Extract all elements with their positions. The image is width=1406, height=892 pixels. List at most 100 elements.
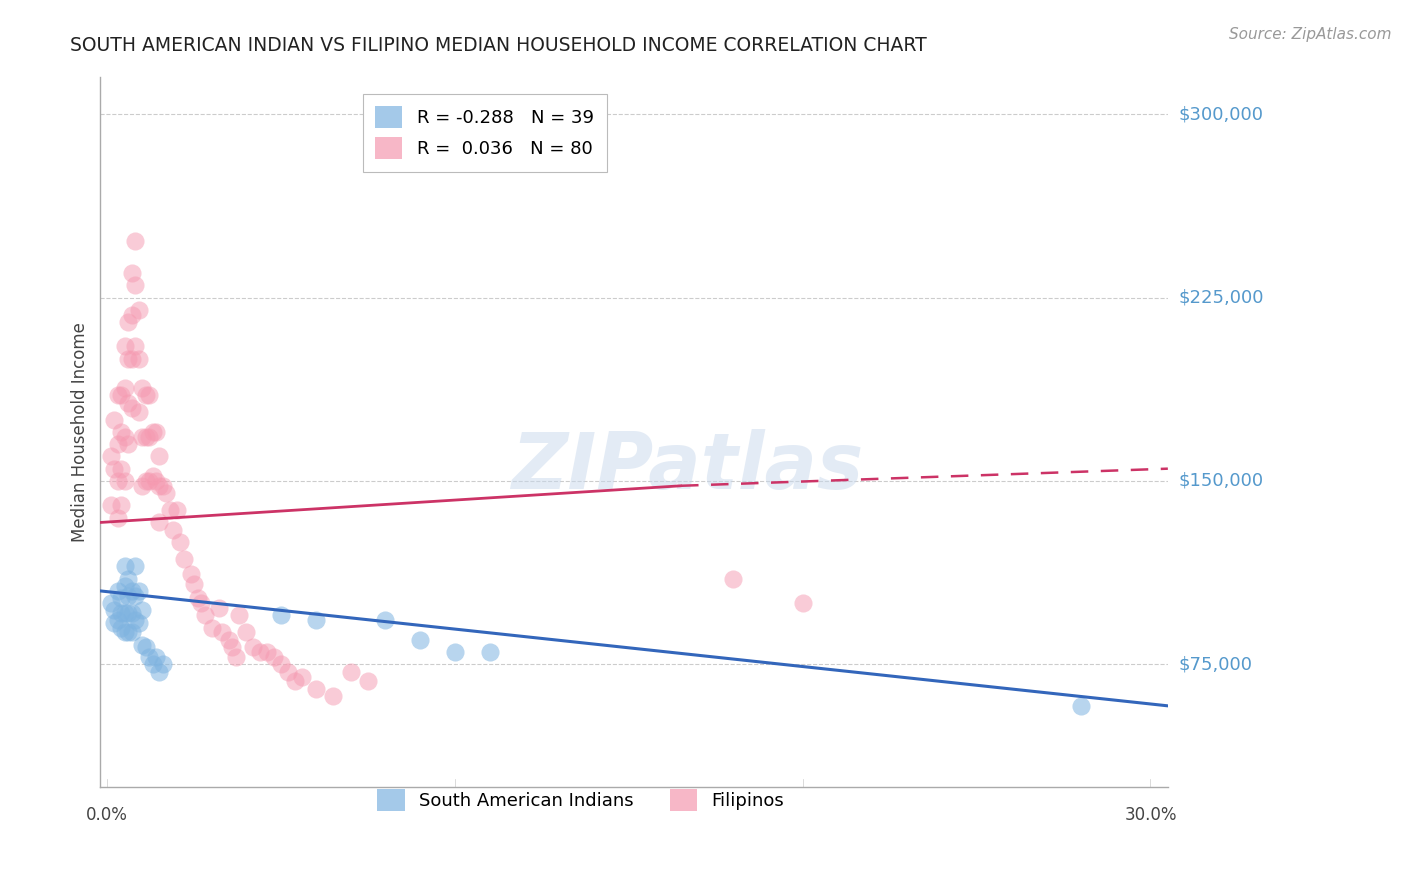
- Point: [121, 308, 143, 322]
- Point: [159, 503, 181, 517]
- Point: [121, 351, 143, 366]
- Point: [194, 608, 217, 623]
- Point: [131, 381, 153, 395]
- Point: [110, 621, 132, 635]
- Y-axis label: Median Household Income: Median Household Income: [72, 322, 89, 542]
- Point: [131, 603, 153, 617]
- Point: [256, 645, 278, 659]
- Point: [141, 425, 163, 439]
- Point: [190, 596, 212, 610]
- Point: [228, 608, 250, 623]
- Point: [138, 430, 160, 444]
- Point: [162, 523, 184, 537]
- Text: SOUTH AMERICAN INDIAN VS FILIPINO MEDIAN HOUSEHOLD INCOME CORRELATION CHART: SOUTH AMERICAN INDIAN VS FILIPINO MEDIAN…: [70, 36, 927, 54]
- Point: [792, 596, 814, 610]
- Point: [173, 552, 195, 566]
- Point: [121, 625, 143, 640]
- Point: [152, 657, 174, 672]
- Point: [148, 516, 170, 530]
- Point: [169, 535, 191, 549]
- Point: [114, 625, 136, 640]
- Point: [114, 606, 136, 620]
- Point: [110, 606, 132, 620]
- Point: [444, 645, 467, 659]
- Point: [114, 559, 136, 574]
- Point: [117, 589, 139, 603]
- Point: [103, 603, 125, 617]
- Text: 0.0%: 0.0%: [86, 806, 128, 824]
- Point: [225, 649, 247, 664]
- Point: [128, 405, 150, 419]
- Point: [135, 388, 157, 402]
- Point: [103, 615, 125, 630]
- Point: [107, 583, 129, 598]
- Point: [110, 461, 132, 475]
- Point: [187, 591, 209, 606]
- Point: [131, 430, 153, 444]
- Point: [357, 674, 380, 689]
- Point: [114, 381, 136, 395]
- Point: [121, 606, 143, 620]
- Point: [100, 499, 122, 513]
- Point: [291, 669, 314, 683]
- Point: [155, 486, 177, 500]
- Point: [107, 437, 129, 451]
- Point: [124, 589, 146, 603]
- Point: [138, 474, 160, 488]
- Text: 30.0%: 30.0%: [1125, 806, 1177, 824]
- Point: [114, 474, 136, 488]
- Point: [270, 608, 292, 623]
- Point: [478, 645, 501, 659]
- Point: [114, 339, 136, 353]
- Point: [141, 657, 163, 672]
- Point: [305, 613, 328, 627]
- Point: [148, 665, 170, 679]
- Point: [207, 601, 229, 615]
- Point: [114, 430, 136, 444]
- Point: [152, 479, 174, 493]
- Point: [117, 437, 139, 451]
- Point: [100, 596, 122, 610]
- Point: [117, 395, 139, 409]
- Point: [124, 339, 146, 353]
- Point: [110, 499, 132, 513]
- Point: [124, 613, 146, 627]
- Point: [339, 665, 361, 679]
- Point: [121, 401, 143, 415]
- Point: [148, 450, 170, 464]
- Point: [277, 665, 299, 679]
- Point: [110, 425, 132, 439]
- Point: [141, 469, 163, 483]
- Point: [305, 681, 328, 696]
- Point: [124, 278, 146, 293]
- Point: [103, 461, 125, 475]
- Point: [183, 576, 205, 591]
- Point: [145, 649, 167, 664]
- Point: [721, 572, 744, 586]
- Point: [135, 640, 157, 655]
- Point: [107, 474, 129, 488]
- Point: [166, 503, 188, 517]
- Text: ZIPatlas: ZIPatlas: [512, 429, 863, 506]
- Point: [235, 625, 257, 640]
- Point: [128, 351, 150, 366]
- Point: [322, 689, 344, 703]
- Point: [221, 640, 243, 655]
- Point: [270, 657, 292, 672]
- Point: [107, 613, 129, 627]
- Point: [103, 413, 125, 427]
- Text: Source: ZipAtlas.com: Source: ZipAtlas.com: [1229, 27, 1392, 42]
- Point: [110, 591, 132, 606]
- Point: [1070, 698, 1092, 713]
- Point: [117, 572, 139, 586]
- Point: [135, 474, 157, 488]
- Point: [121, 266, 143, 280]
- Point: [110, 388, 132, 402]
- Point: [131, 638, 153, 652]
- Point: [409, 632, 432, 647]
- Text: $300,000: $300,000: [1180, 105, 1264, 123]
- Point: [117, 625, 139, 640]
- Text: $150,000: $150,000: [1180, 472, 1264, 490]
- Point: [128, 615, 150, 630]
- Point: [117, 315, 139, 329]
